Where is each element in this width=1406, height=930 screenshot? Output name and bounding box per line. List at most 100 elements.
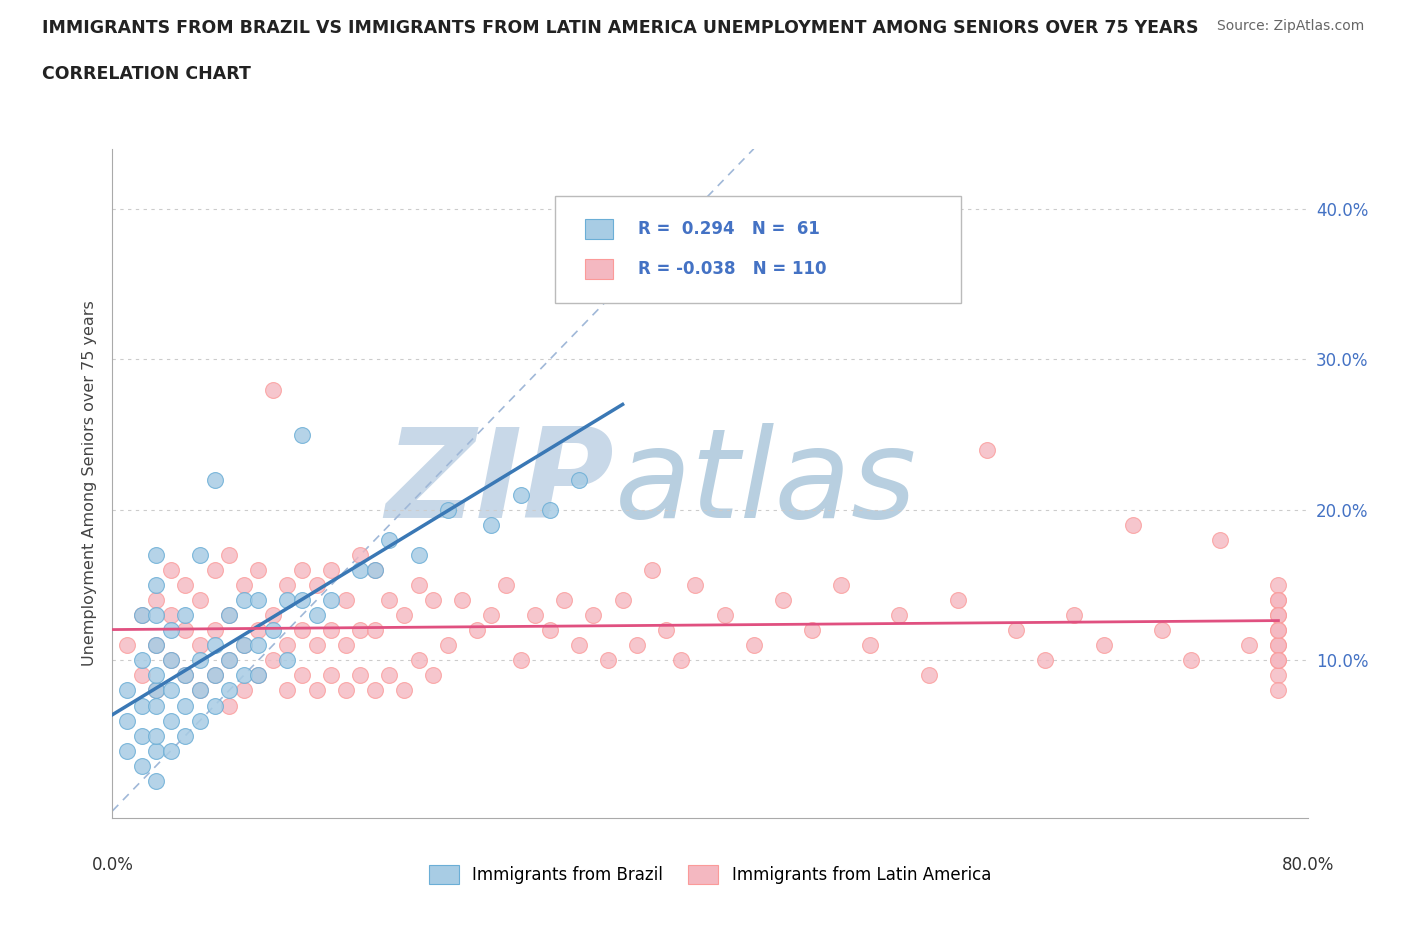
Point <box>188 683 211 698</box>
Point <box>276 592 298 607</box>
Point <box>1005 623 1028 638</box>
Point <box>436 638 458 653</box>
Point <box>131 698 153 713</box>
Point <box>218 548 240 563</box>
Point <box>204 472 226 487</box>
Point <box>247 592 270 607</box>
Point <box>1267 608 1289 623</box>
Point <box>145 683 167 698</box>
Point <box>145 578 167 592</box>
Point <box>174 728 197 743</box>
Point <box>889 608 911 623</box>
Point <box>1267 592 1289 607</box>
Point <box>276 653 298 668</box>
Point <box>145 774 167 789</box>
Point <box>276 638 298 653</box>
Point <box>1239 638 1261 653</box>
Text: R = -0.038   N = 110: R = -0.038 N = 110 <box>638 260 827 278</box>
Point <box>378 592 401 607</box>
Point <box>262 623 284 638</box>
Point <box>641 563 664 578</box>
Point <box>319 668 342 683</box>
Point <box>247 638 270 653</box>
Point <box>364 623 387 638</box>
Point <box>218 698 240 713</box>
Point <box>305 683 328 698</box>
Point <box>772 592 794 607</box>
Point <box>247 668 270 683</box>
Point <box>408 548 430 563</box>
Point <box>159 713 181 728</box>
Point <box>276 683 298 698</box>
Point <box>291 592 314 607</box>
Point <box>145 668 167 683</box>
Point <box>1063 608 1085 623</box>
Point <box>218 608 240 623</box>
Point <box>509 487 531 502</box>
Point <box>115 638 138 653</box>
Point <box>538 623 561 638</box>
Point <box>218 653 240 668</box>
Point <box>378 668 401 683</box>
Point <box>481 517 503 532</box>
Text: 80.0%: 80.0% <box>1281 856 1334 873</box>
Point <box>335 638 357 653</box>
Point <box>1033 653 1056 668</box>
Text: 0.0%: 0.0% <box>91 856 134 873</box>
Point <box>232 592 254 607</box>
Point <box>174 668 197 683</box>
Point <box>159 623 181 638</box>
Point <box>204 668 226 683</box>
Point <box>436 502 458 517</box>
Point <box>1267 653 1289 668</box>
Point <box>131 608 153 623</box>
Point <box>553 592 575 607</box>
Point <box>713 608 735 623</box>
Point <box>291 427 314 442</box>
Point <box>145 638 167 653</box>
Point <box>685 578 707 592</box>
Point <box>131 608 153 623</box>
Point <box>262 653 284 668</box>
Point <box>305 578 328 592</box>
Bar <box>585 259 613 279</box>
Point <box>976 443 998 458</box>
Point <box>451 592 474 607</box>
Point <box>408 653 430 668</box>
Point <box>305 608 328 623</box>
Point <box>1267 623 1289 638</box>
Point <box>218 653 240 668</box>
Point <box>319 592 342 607</box>
Point <box>131 668 153 683</box>
Point <box>159 683 181 698</box>
Point <box>335 592 357 607</box>
Point <box>1092 638 1115 653</box>
Point <box>859 638 882 653</box>
Point <box>465 623 488 638</box>
Point <box>262 382 284 397</box>
Text: ZIP: ZIP <box>385 423 614 544</box>
Point <box>392 608 415 623</box>
Point <box>188 713 211 728</box>
Point <box>115 713 138 728</box>
Point <box>596 653 619 668</box>
Point <box>174 608 197 623</box>
Point <box>612 261 634 276</box>
Point <box>291 668 314 683</box>
Text: Source: ZipAtlas.com: Source: ZipAtlas.com <box>1216 19 1364 33</box>
Point <box>204 623 226 638</box>
Point <box>232 578 254 592</box>
Point <box>364 563 387 578</box>
Point <box>145 728 167 743</box>
Point <box>422 592 444 607</box>
Point <box>145 638 167 653</box>
Point <box>1267 638 1289 653</box>
Point <box>188 683 211 698</box>
Point <box>115 683 138 698</box>
Point <box>1267 668 1289 683</box>
Point <box>801 623 824 638</box>
Point <box>159 653 181 668</box>
Point <box>917 668 939 683</box>
Point <box>946 592 969 607</box>
Point <box>131 728 153 743</box>
